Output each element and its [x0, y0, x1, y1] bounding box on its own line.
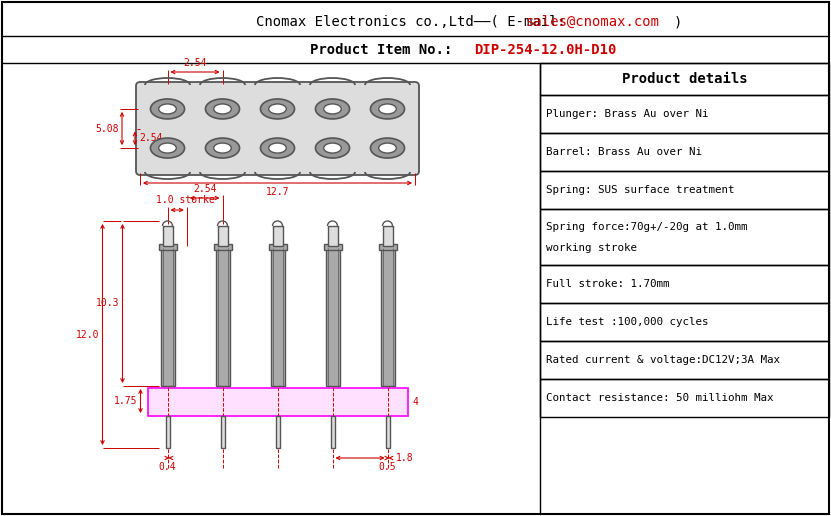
Bar [214, 244, 232, 250]
Text: 0.4: 0.4 [159, 462, 176, 472]
Bar [540, 209, 829, 265]
Bar [160, 248, 175, 386]
Text: sales@cnomax.com: sales@cnomax.com [526, 15, 660, 29]
Bar [165, 416, 170, 448]
Bar [382, 226, 392, 246]
Bar [163, 226, 173, 246]
Bar [276, 416, 279, 448]
Bar [268, 244, 287, 250]
Ellipse shape [316, 138, 350, 158]
Text: Contact resistance: 50 milliohm Max: Contact resistance: 50 milliohm Max [546, 393, 774, 403]
Text: 2.54: 2.54 [193, 184, 216, 194]
Text: Barrel: Brass Au over Ni: Barrel: Brass Au over Ni [546, 147, 702, 157]
Text: 1.0 storke: 1.0 storke [155, 195, 214, 205]
Bar [326, 248, 340, 386]
Ellipse shape [150, 138, 184, 158]
Text: working stroke: working stroke [546, 243, 637, 253]
Ellipse shape [205, 99, 239, 119]
Ellipse shape [214, 143, 231, 153]
Text: Cnomax Electronics co.,Ltd——( E-mail:: Cnomax Electronics co.,Ltd——( E-mail: [256, 15, 574, 29]
Text: 2.54: 2.54 [184, 58, 207, 68]
Ellipse shape [371, 99, 405, 119]
Ellipse shape [268, 104, 287, 114]
Bar [220, 416, 224, 448]
Ellipse shape [316, 99, 350, 119]
Ellipse shape [268, 143, 287, 153]
Text: Spring: SUS surface treatment: Spring: SUS surface treatment [546, 185, 735, 195]
Ellipse shape [205, 138, 239, 158]
Ellipse shape [379, 143, 396, 153]
Bar [540, 303, 829, 341]
Ellipse shape [150, 99, 184, 119]
Text: 10.3: 10.3 [96, 298, 120, 309]
Ellipse shape [324, 104, 342, 114]
Ellipse shape [260, 138, 294, 158]
Bar [540, 265, 829, 303]
Text: 0.5: 0.5 [379, 462, 396, 472]
Bar [540, 171, 829, 209]
Bar [215, 248, 229, 386]
Bar [381, 248, 395, 386]
Text: 5.08: 5.08 [96, 123, 119, 134]
Text: Plunger: Brass Au over Ni: Plunger: Brass Au over Ni [546, 109, 709, 119]
Bar [147, 388, 407, 416]
Ellipse shape [324, 143, 342, 153]
Text: Product Item No.:: Product Item No.: [310, 43, 460, 57]
Bar [218, 226, 228, 246]
Ellipse shape [371, 138, 405, 158]
Ellipse shape [159, 104, 176, 114]
Text: 1.8: 1.8 [396, 453, 413, 463]
Bar [540, 95, 829, 133]
Bar [540, 133, 829, 171]
Ellipse shape [379, 104, 396, 114]
Bar [540, 341, 829, 379]
Text: 2.54: 2.54 [139, 133, 163, 143]
Ellipse shape [159, 143, 176, 153]
Ellipse shape [214, 104, 231, 114]
Bar [540, 379, 829, 417]
Text: Product details: Product details [622, 72, 747, 86]
Text: Rated current & voltage:DC12V;3A Max: Rated current & voltage:DC12V;3A Max [546, 355, 780, 365]
Ellipse shape [260, 99, 294, 119]
Bar [378, 244, 396, 250]
Bar [540, 63, 829, 95]
Bar [331, 416, 335, 448]
Text: Spring force:70g+/-20g at 1.0mm: Spring force:70g+/-20g at 1.0mm [546, 222, 748, 233]
Text: 12.7: 12.7 [266, 187, 289, 197]
Bar [327, 226, 337, 246]
Text: ): ) [674, 15, 682, 29]
FancyBboxPatch shape [136, 82, 419, 175]
Bar [271, 248, 284, 386]
Bar [273, 226, 283, 246]
Bar [386, 416, 390, 448]
Text: DIP-254-12.0H-D10: DIP-254-12.0H-D10 [474, 43, 617, 57]
Bar [323, 244, 342, 250]
Text: 1.75: 1.75 [114, 396, 137, 406]
Text: 4: 4 [412, 397, 418, 407]
Text: Full stroke: 1.70mm: Full stroke: 1.70mm [546, 279, 670, 289]
Bar [159, 244, 176, 250]
Text: Life test :100,000 cycles: Life test :100,000 cycles [546, 317, 709, 327]
Text: 12.0: 12.0 [76, 330, 100, 340]
